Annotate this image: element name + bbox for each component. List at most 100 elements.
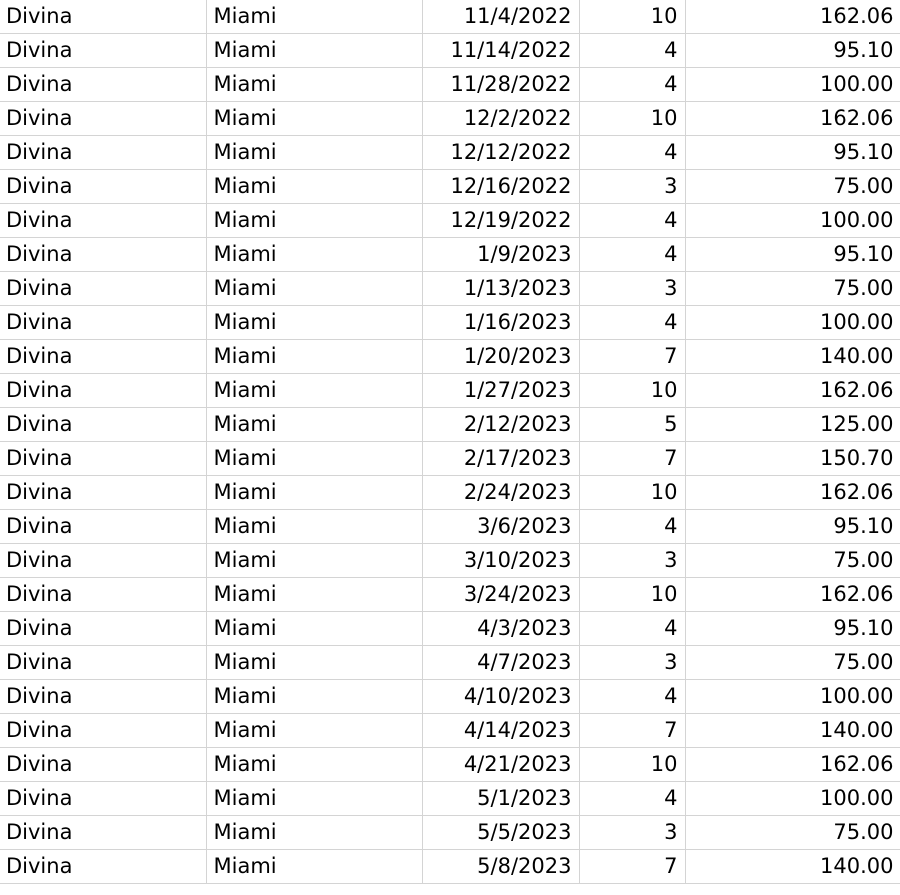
cell-quantity[interactable]: 7	[579, 339, 686, 374]
cell-name[interactable]: Divina	[0, 577, 207, 612]
cell-name[interactable]: Divina	[0, 441, 207, 476]
cell-city[interactable]: Miami	[206, 373, 423, 408]
cell-amount[interactable]: 75.00	[685, 271, 900, 306]
cell-name[interactable]: Divina	[0, 339, 207, 374]
cell-name[interactable]: Divina	[0, 713, 207, 748]
cell-city[interactable]: Miami	[206, 441, 423, 476]
cell-name[interactable]: Divina	[0, 781, 207, 816]
cell-date[interactable]: 11/28/2022	[422, 67, 580, 102]
cell-amount[interactable]: 140.00	[685, 339, 900, 374]
cell-quantity[interactable]: 4	[579, 203, 686, 238]
cell-name[interactable]: Divina	[0, 475, 207, 510]
cell-name[interactable]: Divina	[0, 373, 207, 408]
cell-city[interactable]: Miami	[206, 849, 423, 884]
cell-city[interactable]: Miami	[206, 305, 423, 340]
cell-quantity[interactable]: 10	[579, 373, 686, 408]
cell-city[interactable]: Miami	[206, 339, 423, 374]
cell-quantity[interactable]: 4	[579, 509, 686, 544]
cell-quantity[interactable]: 10	[579, 0, 686, 34]
cell-amount[interactable]: 100.00	[685, 67, 900, 102]
cell-date[interactable]: 12/19/2022	[422, 203, 580, 238]
cell-amount[interactable]: 125.00	[685, 407, 900, 442]
cell-city[interactable]: Miami	[206, 67, 423, 102]
cell-amount[interactable]: 100.00	[685, 305, 900, 340]
cell-date[interactable]: 12/2/2022	[422, 101, 580, 136]
cell-quantity[interactable]: 4	[579, 611, 686, 646]
cell-city[interactable]: Miami	[206, 747, 423, 782]
cell-name[interactable]: Divina	[0, 101, 207, 136]
cell-amount[interactable]: 95.10	[685, 33, 900, 68]
cell-name[interactable]: Divina	[0, 815, 207, 850]
cell-date[interactable]: 12/12/2022	[422, 135, 580, 170]
cell-quantity[interactable]: 4	[579, 67, 686, 102]
cell-quantity[interactable]: 3	[579, 815, 686, 850]
cell-amount[interactable]: 140.00	[685, 713, 900, 748]
cell-quantity[interactable]: 7	[579, 441, 686, 476]
cell-quantity[interactable]: 4	[579, 33, 686, 68]
cell-name[interactable]: Divina	[0, 237, 207, 272]
cell-quantity[interactable]: 4	[579, 781, 686, 816]
cell-amount[interactable]: 75.00	[685, 169, 900, 204]
cell-amount[interactable]: 162.06	[685, 373, 900, 408]
cell-quantity[interactable]: 3	[579, 543, 686, 578]
cell-date[interactable]: 4/7/2023	[422, 645, 580, 680]
cell-date[interactable]: 2/24/2023	[422, 475, 580, 510]
cell-quantity[interactable]: 4	[579, 135, 686, 170]
cell-date[interactable]: 4/14/2023	[422, 713, 580, 748]
cell-date[interactable]: 2/12/2023	[422, 407, 580, 442]
cell-name[interactable]: Divina	[0, 645, 207, 680]
cell-city[interactable]: Miami	[206, 101, 423, 136]
cell-date[interactable]: 4/3/2023	[422, 611, 580, 646]
cell-date[interactable]: 1/13/2023	[422, 271, 580, 306]
cell-amount[interactable]: 75.00	[685, 645, 900, 680]
cell-amount[interactable]: 75.00	[685, 815, 900, 850]
cell-date[interactable]: 3/24/2023	[422, 577, 580, 612]
cell-quantity[interactable]: 10	[579, 475, 686, 510]
cell-date[interactable]: 4/10/2023	[422, 679, 580, 714]
cell-city[interactable]: Miami	[206, 577, 423, 612]
cell-city[interactable]: Miami	[206, 509, 423, 544]
cell-city[interactable]: Miami	[206, 169, 423, 204]
cell-city[interactable]: Miami	[206, 135, 423, 170]
cell-date[interactable]: 12/16/2022	[422, 169, 580, 204]
cell-date[interactable]: 4/21/2023	[422, 747, 580, 782]
cell-name[interactable]: Divina	[0, 305, 207, 340]
cell-amount[interactable]: 95.10	[685, 237, 900, 272]
cell-date[interactable]: 3/6/2023	[422, 509, 580, 544]
cell-city[interactable]: Miami	[206, 543, 423, 578]
cell-amount[interactable]: 162.06	[685, 0, 900, 34]
cell-amount[interactable]: 95.10	[685, 509, 900, 544]
cell-amount[interactable]: 95.10	[685, 611, 900, 646]
cell-name[interactable]: Divina	[0, 203, 207, 238]
cell-city[interactable]: Miami	[206, 679, 423, 714]
cell-quantity[interactable]: 7	[579, 713, 686, 748]
cell-amount[interactable]: 162.06	[685, 747, 900, 782]
cell-name[interactable]: Divina	[0, 135, 207, 170]
cell-quantity[interactable]: 4	[579, 237, 686, 272]
cell-city[interactable]: Miami	[206, 0, 423, 34]
cell-name[interactable]: Divina	[0, 67, 207, 102]
cell-quantity[interactable]: 4	[579, 679, 686, 714]
cell-amount[interactable]: 162.06	[685, 577, 900, 612]
cell-city[interactable]: Miami	[206, 815, 423, 850]
cell-amount[interactable]: 95.10	[685, 135, 900, 170]
cell-city[interactable]: Miami	[206, 781, 423, 816]
cell-date[interactable]: 11/14/2022	[422, 33, 580, 68]
cell-city[interactable]: Miami	[206, 475, 423, 510]
cell-name[interactable]: Divina	[0, 543, 207, 578]
cell-city[interactable]: Miami	[206, 611, 423, 646]
cell-name[interactable]: Divina	[0, 509, 207, 544]
cell-quantity[interactable]: 7	[579, 849, 686, 884]
cell-quantity[interactable]: 3	[579, 271, 686, 306]
cell-date[interactable]: 2/17/2023	[422, 441, 580, 476]
cell-name[interactable]: Divina	[0, 169, 207, 204]
cell-date[interactable]: 1/20/2023	[422, 339, 580, 374]
cell-name[interactable]: Divina	[0, 271, 207, 306]
cell-quantity[interactable]: 3	[579, 169, 686, 204]
cell-amount[interactable]: 100.00	[685, 203, 900, 238]
cell-amount[interactable]: 75.00	[685, 543, 900, 578]
cell-city[interactable]: Miami	[206, 645, 423, 680]
cell-name[interactable]: Divina	[0, 849, 207, 884]
cell-quantity[interactable]: 3	[579, 645, 686, 680]
